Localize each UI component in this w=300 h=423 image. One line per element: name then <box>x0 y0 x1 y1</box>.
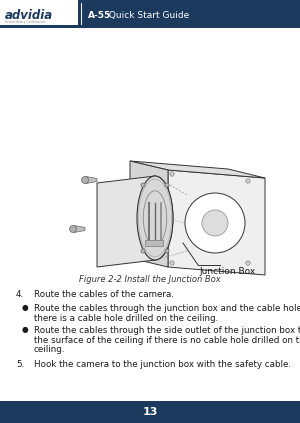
Text: ceiling.: ceiling. <box>34 345 65 354</box>
Polygon shape <box>145 240 163 246</box>
Text: ●: ● <box>22 303 28 312</box>
Ellipse shape <box>137 176 173 260</box>
Text: ●: ● <box>22 325 28 334</box>
Circle shape <box>141 183 145 187</box>
Ellipse shape <box>137 176 173 260</box>
Bar <box>0 0 300 28</box>
Circle shape <box>170 172 174 176</box>
Circle shape <box>202 210 228 236</box>
Bar <box>0 0 78 25</box>
Text: the surface of the ceiling if there is no cable hole drilled on the: the surface of the ceiling if there is n… <box>34 335 300 344</box>
Bar <box>0 401 300 423</box>
Text: Figure 2-2 Install the Junction Box: Figure 2-2 Install the Junction Box <box>79 275 221 284</box>
Text: 4.: 4. <box>16 290 24 299</box>
Circle shape <box>141 249 145 253</box>
Text: Route the cables through the junction box and the cable hole if: Route the cables through the junction bo… <box>34 304 300 313</box>
Text: Route the cables of the camera.: Route the cables of the camera. <box>34 290 174 299</box>
Text: Extraordinary Combination™: Extraordinary Combination™ <box>5 20 48 24</box>
Polygon shape <box>168 170 265 275</box>
Polygon shape <box>97 176 155 267</box>
Circle shape <box>165 183 169 187</box>
Text: Junction Box: Junction Box <box>199 267 255 276</box>
Text: there is a cable hole drilled on the ceiling.: there is a cable hole drilled on the cei… <box>34 313 218 322</box>
Circle shape <box>82 176 88 184</box>
Circle shape <box>70 225 76 233</box>
Circle shape <box>246 179 250 183</box>
Circle shape <box>185 193 245 253</box>
Text: advidia: advidia <box>5 8 53 22</box>
Text: 5.: 5. <box>16 360 24 369</box>
Text: Hook the camera to the junction box with the safety cable.: Hook the camera to the junction box with… <box>34 360 291 369</box>
Text: ·Quick Start Guide: ·Quick Start Guide <box>106 11 189 19</box>
Text: Route the cables through the side outlet of the junction box to: Route the cables through the side outlet… <box>34 326 300 335</box>
Polygon shape <box>74 225 85 233</box>
Text: A-55: A-55 <box>88 11 111 19</box>
Circle shape <box>165 249 169 253</box>
Circle shape <box>246 261 250 265</box>
Circle shape <box>170 261 174 265</box>
Text: 13: 13 <box>142 407 158 417</box>
Polygon shape <box>130 161 168 267</box>
Polygon shape <box>86 176 97 184</box>
Polygon shape <box>130 161 265 178</box>
